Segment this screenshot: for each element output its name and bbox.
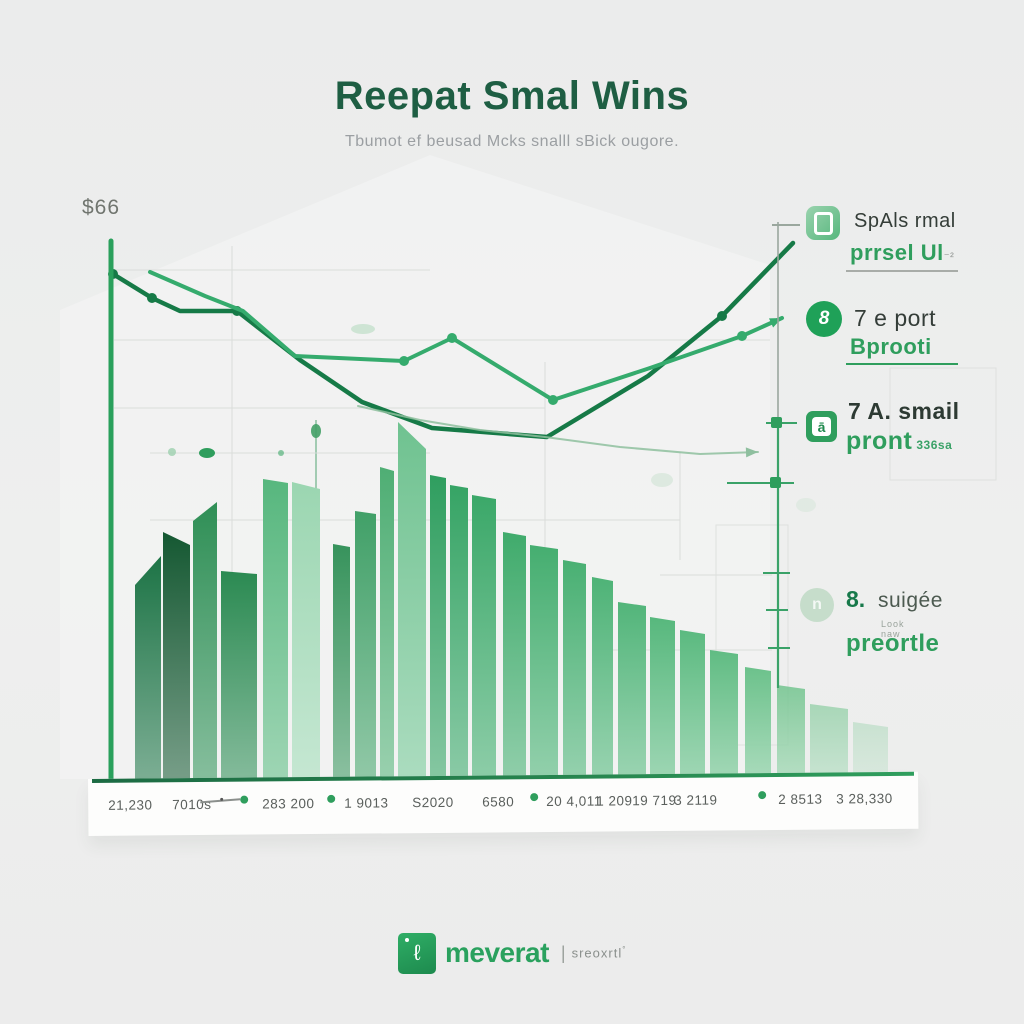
bottom-axis-strip: 21,230 7010s 283 200 1 9013 S2020 6580 20 4,01… (88, 771, 919, 836)
legend-3-line2: pront 336sa (846, 427, 953, 455)
axis-dot (327, 794, 336, 803)
lock-square-icon: ā (806, 411, 837, 442)
trend-dark-marker (717, 311, 727, 321)
bar (592, 577, 613, 780)
scatter-dot (199, 448, 215, 458)
bar (472, 495, 496, 780)
scatter-dot (351, 324, 375, 334)
bar (221, 571, 257, 780)
axis-dot (758, 791, 767, 800)
legend-1-line1: SpAls rmal (854, 210, 956, 232)
x-axis-label: 19 719 (632, 792, 677, 809)
bar (503, 532, 526, 780)
axis-dot (530, 793, 539, 802)
brand-name: meverat (445, 937, 549, 968)
x-axis-label: 283 200 (262, 796, 315, 812)
trend-dark (110, 240, 796, 440)
rounded-square-icon (806, 206, 840, 240)
bar (650, 617, 675, 780)
trend-mid-marker (399, 356, 409, 366)
bar (355, 511, 376, 780)
right-axis-square (771, 417, 782, 428)
trend-mid-marker (737, 331, 747, 341)
legend-1-underline (846, 270, 958, 272)
x-axis-label: 3 28,330 (836, 790, 893, 807)
scatter-dot (796, 498, 816, 512)
scatter-dot (311, 424, 321, 438)
trend-mid-marker (548, 395, 558, 405)
header: Reepat Smal Wins Tbumot ef beusad Mcks s… (0, 74, 1024, 151)
trend-thin-arrowhead (745, 447, 758, 458)
bar (398, 422, 426, 780)
x-axis-label: 21,230 (108, 797, 153, 813)
x-axis-label: 2 8513 (778, 791, 823, 807)
legend-4-prefix: 8. (846, 586, 866, 612)
x-axis-label: 7010s (172, 796, 212, 813)
bar (530, 545, 558, 780)
bar (292, 482, 320, 780)
right-axis-square (770, 477, 781, 488)
pale-circle-icon: n (800, 588, 834, 622)
trend-thin (357, 405, 759, 455)
scatter-dot (168, 448, 176, 456)
trend-mid-marker (447, 333, 457, 343)
trend-dark-marker (147, 293, 157, 303)
page-subtitle: Tbumot ef beusad Mcks snalll sBick ougor… (344, 133, 680, 150)
brand-tagline: sreoxrtl° (571, 945, 627, 961)
bar (853, 722, 888, 780)
footer-brand: ℓ meverat | sreoxrtl° (398, 931, 626, 975)
circle-coin-icon: 8 (806, 301, 842, 337)
bar (135, 556, 161, 780)
bar (745, 667, 771, 780)
legend-3-line1: 7 A. smail (848, 398, 960, 424)
bar (333, 544, 350, 780)
bar (777, 685, 805, 780)
x-axis-label: S2020 (412, 794, 454, 811)
brand-divider: | (560, 942, 566, 963)
bar (680, 630, 705, 780)
bar (380, 467, 394, 780)
bar (450, 485, 468, 780)
bar (618, 602, 646, 780)
legend-2-line1: 7 e port (854, 305, 936, 331)
x-axis-label: 6580 (482, 794, 515, 810)
bar (193, 502, 217, 780)
scatter-dot (278, 450, 284, 456)
bar (563, 560, 586, 780)
legend-1-line2: prrsel Ul⁻² (850, 240, 955, 265)
bar (163, 532, 190, 780)
legend-4-line1: suigée (878, 589, 943, 612)
legend-2-underline (846, 363, 958, 365)
scatter-dot (651, 473, 673, 487)
bar (263, 479, 288, 780)
axis-dot (240, 795, 249, 804)
bar (810, 704, 848, 780)
legend-2-line2: Bprooti (850, 334, 932, 359)
bar (430, 475, 446, 780)
x-axis-label: 3 2119 (674, 792, 718, 808)
y-axis-label: $66 (82, 196, 121, 219)
axis-connector-dot (220, 797, 224, 801)
x-axis-label: 1 9013 (344, 795, 389, 811)
trend-mid (148, 270, 784, 402)
x-axis-label: 20 4,011 (546, 793, 602, 810)
bar (710, 650, 738, 780)
legend-4-line2: preortle (846, 630, 940, 657)
brand-logo-icon: ℓ (398, 932, 436, 974)
page-title: Reepat Smal Wins (334, 74, 690, 118)
grid-box (889, 367, 997, 481)
legend-4-sub: Look naw (881, 619, 905, 639)
x-axis-label: 1 209 (596, 793, 633, 809)
